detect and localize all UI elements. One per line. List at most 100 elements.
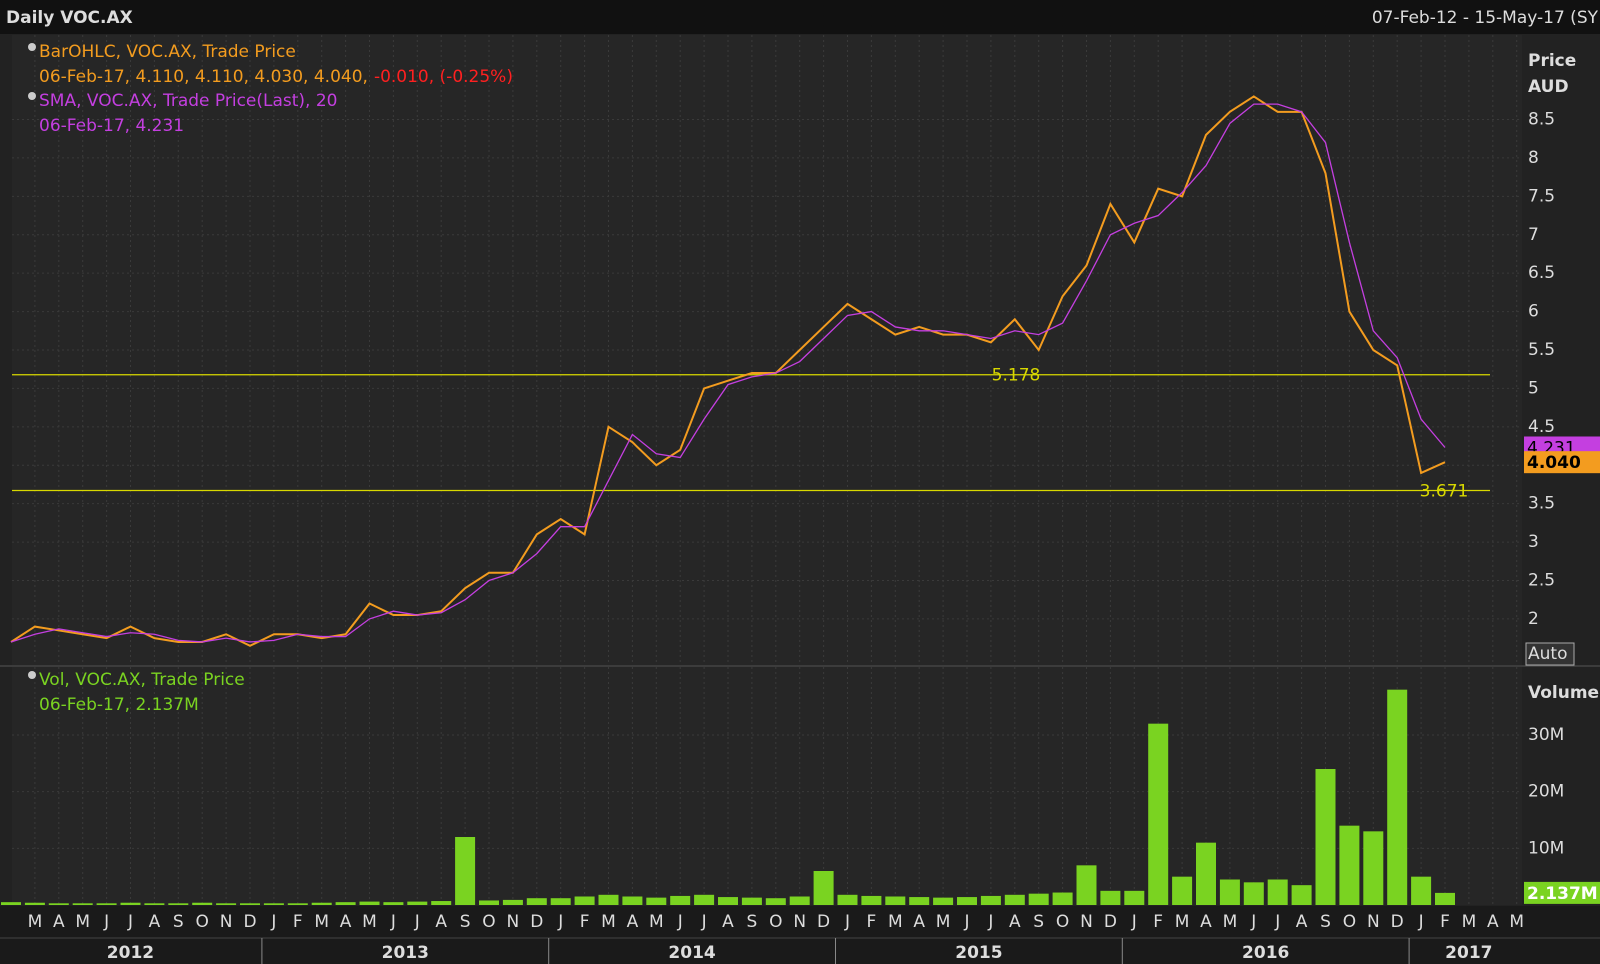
month-label: N — [1367, 912, 1380, 932]
price-line — [10, 95, 1446, 647]
volume-bar — [718, 897, 738, 905]
year-label: 2015 — [955, 943, 1002, 963]
month-label: A — [1296, 912, 1308, 932]
month-label: A — [1487, 912, 1499, 932]
month-label: F — [867, 912, 877, 932]
month-label: M — [1223, 912, 1238, 932]
volume-bar — [144, 903, 165, 905]
month-label: M — [362, 912, 377, 932]
auto-label: Auto — [1528, 644, 1567, 664]
last-value-label: 2.137M — [1527, 884, 1598, 904]
volume-bar — [1028, 893, 1049, 905]
volume-bar — [455, 837, 476, 905]
y-tick-label: 30M — [1528, 725, 1564, 745]
volume-bar — [1172, 876, 1193, 905]
volume-bar — [670, 895, 691, 905]
y-axis-title: Price — [1528, 51, 1576, 71]
readout-values: 06-Feb-17, 4.110, 4.110, 4.030, 4.040, — [39, 67, 368, 87]
readout-values: 06-Feb-17, 4.231 — [39, 116, 184, 136]
month-label: M — [314, 912, 329, 932]
volume-bar — [24, 902, 45, 905]
volume-bar — [1339, 825, 1360, 905]
month-label: M — [1462, 912, 1477, 932]
volume-bar — [1004, 894, 1025, 905]
level-label: 3.671 — [1420, 482, 1469, 502]
legend-icon — [28, 43, 36, 51]
month-label: D — [1104, 912, 1117, 932]
volume-bar — [1435, 892, 1455, 905]
volume-bar — [1363, 831, 1384, 905]
volume-bar — [574, 896, 595, 905]
y-tick-label: 10M — [1528, 838, 1564, 858]
volume-bar — [192, 902, 213, 905]
auto-button — [1525, 642, 1575, 666]
volume-panel — [12, 667, 1522, 905]
volume-bar — [168, 903, 189, 905]
legend-name: SMA, VOC.AX, Trade Price(Last), 20 — [39, 91, 338, 111]
y-tick-label: 8 — [1528, 148, 1539, 168]
title-bar — [0, 0, 1600, 34]
month-label: D — [530, 912, 543, 932]
month-label: F — [1440, 912, 1450, 932]
month-label: F — [1153, 912, 1163, 932]
volume-bar — [909, 897, 930, 905]
y-tick-label: 3 — [1528, 532, 1539, 552]
volume-bar — [526, 898, 547, 905]
month-label: J — [1131, 912, 1137, 932]
month-label: J — [103, 912, 109, 932]
month-label: J — [127, 912, 133, 932]
month-label: N — [507, 912, 520, 932]
volume-bar — [479, 900, 499, 905]
month-label: O — [482, 912, 495, 932]
month-label: J — [701, 912, 707, 932]
volume-bar — [622, 896, 643, 905]
month-label: S — [460, 912, 471, 932]
volume-bar — [287, 903, 308, 905]
month-label: J — [557, 912, 563, 932]
legend-readout: 06-Feb-17, 4.231 — [39, 116, 184, 136]
volume-bar — [48, 903, 69, 905]
month-label: A — [1009, 912, 1021, 932]
y-tick-label: 20M — [1528, 782, 1564, 802]
volume-bar — [1291, 885, 1312, 905]
month-label: A — [1200, 912, 1212, 932]
month-label: M — [601, 912, 616, 932]
month-label: J — [987, 912, 993, 932]
volume-bar — [1315, 769, 1336, 905]
volume-bar — [383, 902, 404, 905]
y-tick-label: 7.5 — [1528, 186, 1555, 206]
month-label: J — [1250, 912, 1256, 932]
month-label: M — [936, 912, 951, 932]
month-label: N — [793, 912, 806, 932]
volume-bar — [980, 895, 1001, 905]
month-label: N — [1080, 912, 1093, 932]
volume-bar — [837, 894, 858, 905]
month-label: F — [293, 912, 303, 932]
volume-bar — [957, 897, 977, 905]
volume-bar — [335, 902, 356, 905]
month-label: M — [1509, 912, 1524, 932]
month-label: M — [75, 912, 90, 932]
volume-bar — [933, 897, 954, 905]
month-label: D — [817, 912, 830, 932]
volume-bar — [1148, 723, 1169, 905]
volume-bar — [120, 902, 141, 905]
volume-bar — [407, 901, 428, 905]
volume-bar — [598, 894, 619, 905]
month-label: O — [769, 912, 782, 932]
month-label: M — [888, 912, 903, 932]
year-label: 2012 — [107, 943, 154, 963]
month-label: A — [435, 912, 447, 932]
y-tick-label: 2.5 — [1528, 570, 1555, 590]
volume-bar — [765, 898, 786, 905]
volume-bar — [741, 897, 762, 905]
month-label: M — [28, 912, 43, 932]
legend-name: BarOHLC, VOC.AX, Trade Price — [39, 42, 296, 62]
month-label: S — [173, 912, 184, 932]
month-label: A — [627, 912, 639, 932]
year-label: 2016 — [1242, 943, 1289, 963]
y-tick-label: 3.5 — [1528, 494, 1555, 514]
y-tick-label: 6.5 — [1528, 263, 1555, 283]
month-label: A — [149, 912, 161, 932]
